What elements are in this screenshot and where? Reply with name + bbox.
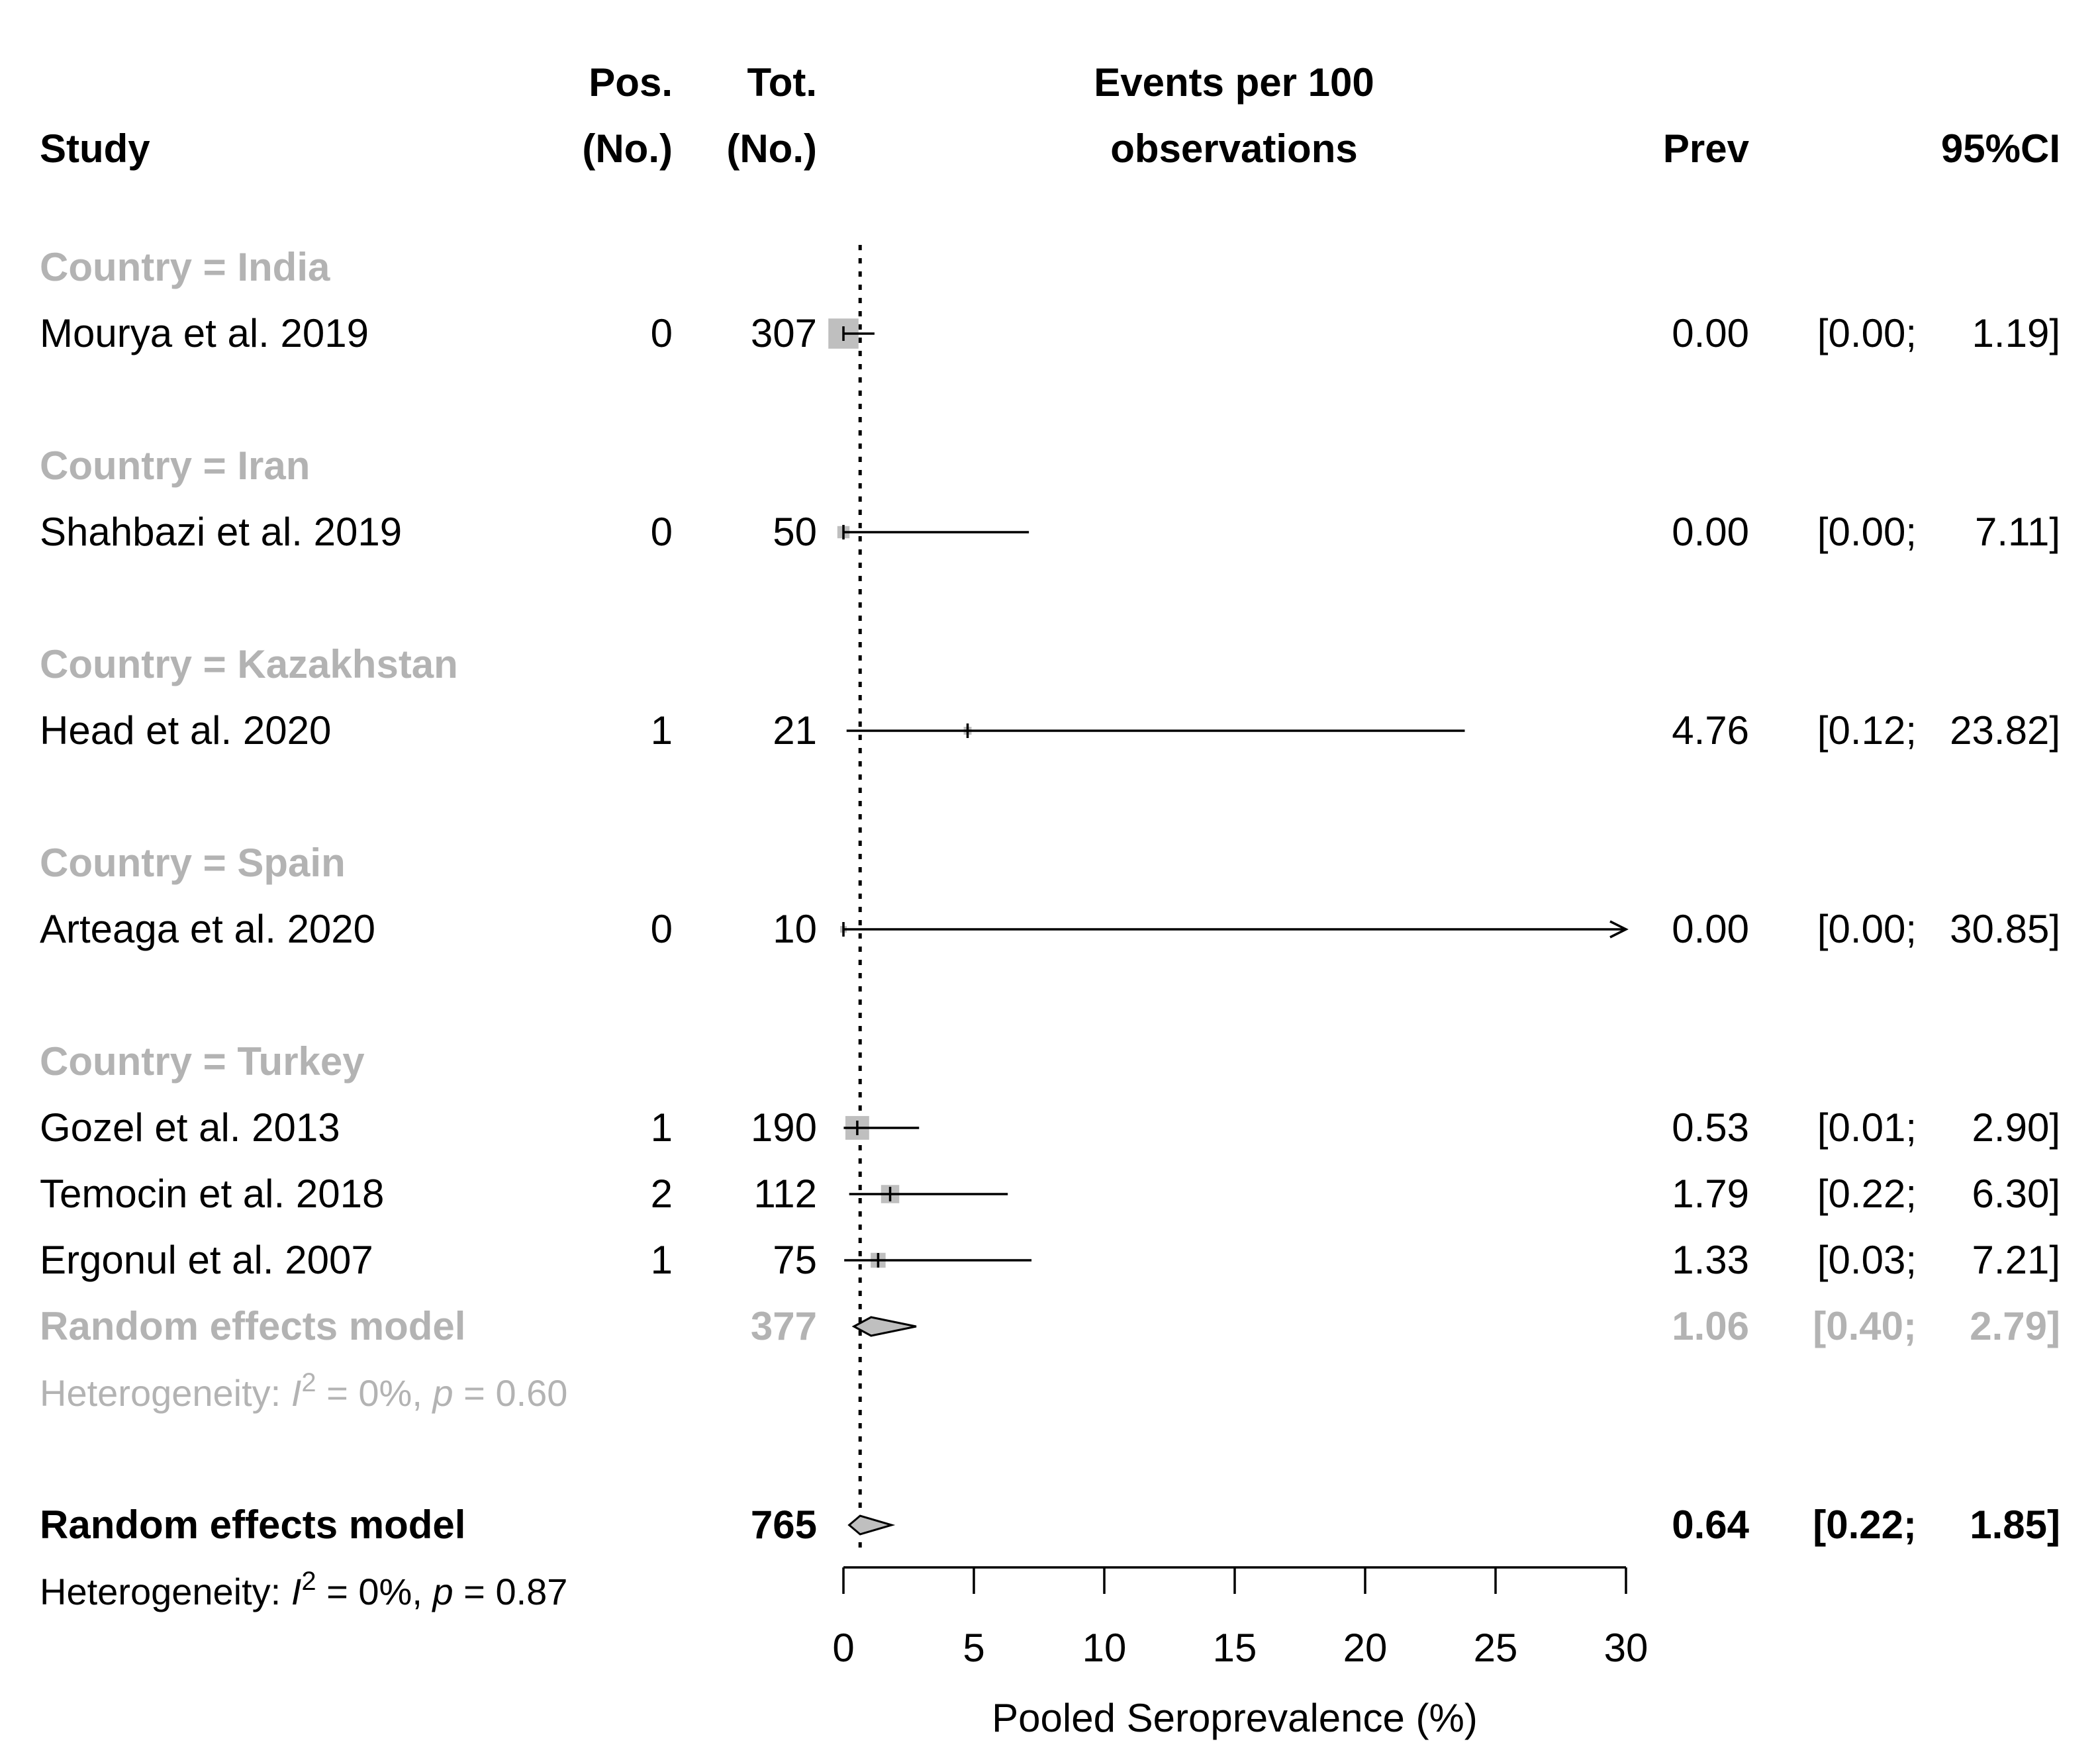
study-pos: 1 <box>651 1105 673 1150</box>
subgroup-label: Country = Iran <box>40 443 310 488</box>
study-pos: 0 <box>651 311 673 355</box>
overall-model-diamond <box>847 1514 896 1536</box>
study-ci-upper: 30.85] <box>1950 907 2060 951</box>
study-name: Temocin et al. 2018 <box>40 1172 384 1216</box>
study-name: Ergonul et al. 2007 <box>40 1238 373 1282</box>
study-ci-lower: [0.01; <box>1817 1105 1917 1150</box>
study-name: Mourya et al. 2019 <box>40 311 369 355</box>
study-rows: Country = India Mourya et al. 2019 0 307 0.0… <box>40 245 2060 1612</box>
header-study: Study <box>40 126 150 171</box>
study-prev: 4.76 <box>1672 708 1749 753</box>
study-prev: 0.00 <box>1672 907 1749 951</box>
subgroup-model-label: Random effects model <box>40 1304 465 1348</box>
header-events-line2: observations <box>1110 126 1357 171</box>
header-events-line1: Events per 100 <box>1094 60 1374 105</box>
study-ci-upper: 23.82] <box>1950 708 2060 753</box>
study-pos: 2 <box>651 1172 673 1216</box>
study-ci-lower: [0.22; <box>1817 1172 1917 1216</box>
subgroup-label: Country = Kazakhstan <box>40 642 458 686</box>
study-name: Arteaga et al. 2020 <box>40 907 375 951</box>
subgroup-model-ci-upper: 2.79] <box>1970 1304 2060 1348</box>
study-ci-upper: 7.21] <box>1972 1238 2060 1282</box>
subgroup-heterogeneity: Heterogeneity: I2 = 0%, p = 0.60 <box>40 1368 567 1414</box>
study-ci-upper: 7.11] <box>1975 510 2060 554</box>
header-pos-line2: (No.) <box>582 126 673 171</box>
x-tick-label: 0 <box>832 1626 854 1670</box>
subgroup-label: Country = India <box>40 245 330 289</box>
x-tick-label: 30 <box>1604 1626 1648 1670</box>
study-tot: 307 <box>751 311 817 355</box>
header-tot-line1: Tot. <box>747 60 818 105</box>
study-ci-lower: [0.03; <box>1817 1238 1917 1282</box>
study-ci-lower: [0.00; <box>1817 510 1917 554</box>
overall-model-ci-lower: [0.22; <box>1813 1503 1917 1547</box>
subgroup-model-ci-lower: [0.40; <box>1813 1304 1917 1348</box>
overall-model-ci-upper: 1.85] <box>1970 1503 2060 1547</box>
study-ci-upper: 2.90] <box>1972 1105 2060 1150</box>
column-headers: Study Pos. (No.) Tot. (No.) Events per 1… <box>40 60 2060 171</box>
study-prev: 0.00 <box>1672 510 1749 554</box>
overall-heterogeneity: Heterogeneity: I2 = 0%, p = 0.87 <box>40 1567 567 1612</box>
x-tick-label: 25 <box>1474 1626 1518 1670</box>
study-name: Gozel et al. 2013 <box>40 1105 340 1150</box>
study-name: Head et al. 2020 <box>40 708 331 753</box>
header-pos-line1: Pos. <box>589 60 673 105</box>
subgroup-model-diamond <box>851 1316 917 1337</box>
x-tick-label: 10 <box>1082 1626 1127 1670</box>
study-ci-lower: [0.12; <box>1817 708 1917 753</box>
study-tot: 21 <box>773 708 817 753</box>
x-axis-label: Pooled Seroprevalence (%) <box>992 1696 1478 1740</box>
study-ci-lower: [0.00; <box>1817 311 1917 355</box>
x-axis: 0 5 10 15 20 25 30 <box>832 1566 1648 1670</box>
overall-model-tot: 765 <box>751 1503 817 1547</box>
subgroup-label: Country = Spain <box>40 841 346 885</box>
subgroup-model-tot: 377 <box>751 1304 817 1348</box>
header-ci: 95%CI <box>1941 126 2060 171</box>
study-tot: 10 <box>773 907 817 951</box>
x-tick-label: 20 <box>1343 1626 1388 1670</box>
study-ci-upper: 1.19] <box>1972 311 2060 355</box>
subgroup-model-prev: 1.06 <box>1672 1304 1749 1348</box>
overall-model-label: Random effects model <box>40 1503 465 1547</box>
study-pos: 0 <box>651 907 673 951</box>
study-prev: 1.79 <box>1672 1172 1749 1216</box>
study-tot: 190 <box>751 1105 817 1150</box>
subgroup-label: Country = Turkey <box>40 1039 365 1084</box>
study-ci-arrow <box>1609 920 1629 939</box>
study-tot: 75 <box>773 1238 817 1282</box>
study-prev: 0.53 <box>1672 1105 1749 1150</box>
overall-model-prev: 0.64 <box>1672 1503 1749 1547</box>
study-prev: 1.33 <box>1672 1238 1749 1282</box>
study-pos: 0 <box>651 510 673 554</box>
study-prev: 0.00 <box>1672 311 1749 355</box>
study-pos: 1 <box>651 1238 673 1282</box>
header-tot-line2: (No.) <box>726 126 817 171</box>
study-ci-lower: [0.00; <box>1817 907 1917 951</box>
header-prev: Prev <box>1663 126 1750 171</box>
study-tot: 112 <box>753 1172 817 1216</box>
x-tick-label: 15 <box>1213 1626 1257 1670</box>
study-pos: 1 <box>651 708 673 753</box>
study-ci-upper: 6.30] <box>1972 1172 2060 1216</box>
study-tot: 50 <box>773 510 817 554</box>
x-tick-label: 5 <box>963 1626 984 1670</box>
study-name: Shahbazi et al. 2019 <box>40 510 402 554</box>
